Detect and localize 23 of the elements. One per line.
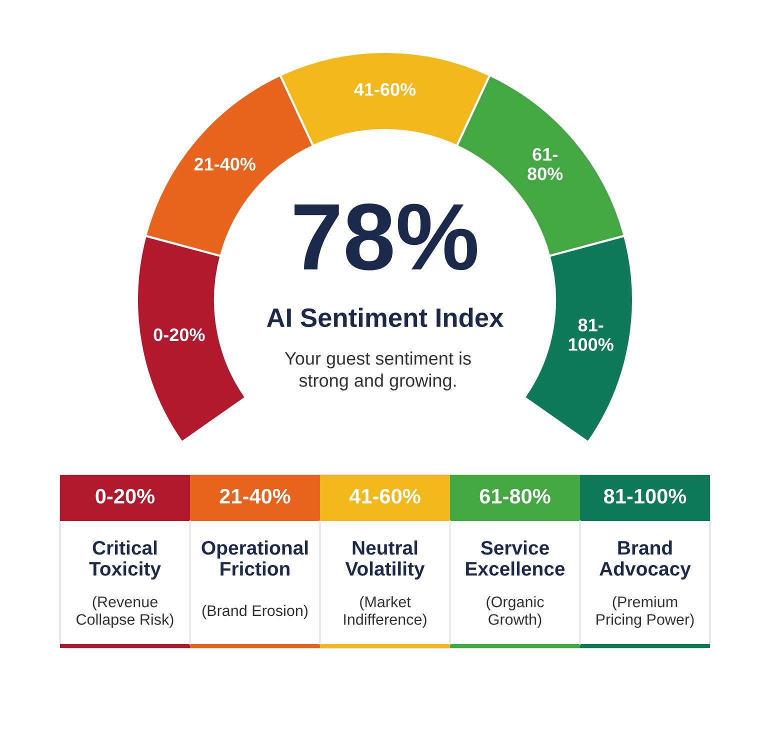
text: Neutral Volatility (345, 540, 425, 580)
slice-label: 81-100% (568, 318, 614, 351)
category-label: 21-40% (220, 488, 290, 504)
text: Service Excellence (466, 540, 565, 576)
text: (Brand Erosion) (202, 604, 308, 620)
slice-label: 21-40% (194, 158, 256, 171)
text: (Premium Pricing Power) (596, 596, 694, 628)
slice-label: 0-20% (154, 328, 205, 342)
text: AI Sentiment Index (266, 308, 504, 328)
text: Brand Advocacy (600, 540, 691, 580)
slice-label: 81-100% (604, 488, 686, 504)
text: (Organic Growth) (486, 596, 544, 628)
text: Operational Friction (202, 540, 308, 576)
text: 78% (294, 203, 478, 270)
category-label: 41-60% (349, 488, 420, 504)
slice-label: 61-80% (528, 148, 563, 180)
slice-label: 0-20% (96, 488, 155, 504)
text: Your guest sentiment is strong and growing. (284, 352, 471, 390)
text: (Market Indifference) (344, 596, 426, 628)
text: (Revenue Collapse Risk) (76, 596, 174, 628)
slice-label: 41-60% (354, 83, 416, 96)
category-label: 61-80% (480, 488, 550, 504)
text: Critical Toxicity (89, 540, 161, 580)
